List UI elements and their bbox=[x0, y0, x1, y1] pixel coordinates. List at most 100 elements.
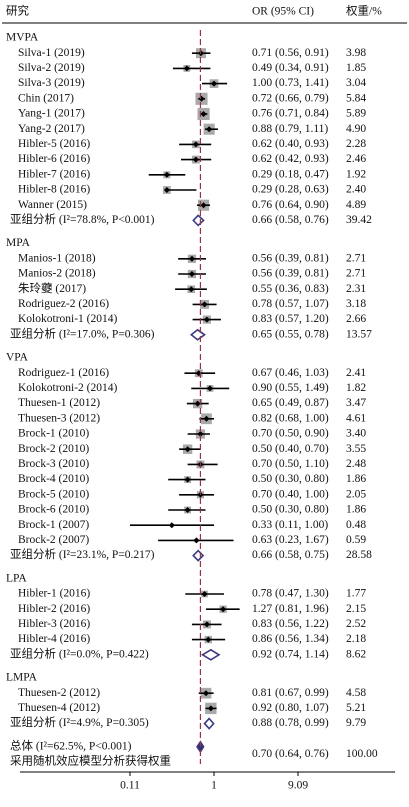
weight-label: 0.48 bbox=[346, 519, 366, 531]
study-name: Yang-2 (2017) bbox=[18, 123, 85, 135]
study-name: Hibler-8 (2016) bbox=[18, 184, 90, 196]
weight-label: 2.71 bbox=[346, 268, 366, 280]
study-name: Thuesen-1 (2012) bbox=[18, 397, 100, 409]
x-tick-label: 0.11 bbox=[120, 780, 140, 792]
study-name: Thuesen-3 (2012) bbox=[18, 412, 100, 424]
study-name: Manios-1 (2018) bbox=[18, 252, 96, 264]
point-estimate bbox=[200, 111, 207, 117]
point-estimate bbox=[205, 636, 212, 643]
ci-label: 0.70 (0.50, 0.90) bbox=[252, 428, 329, 440]
point-estimate bbox=[183, 65, 190, 72]
weight-label: 8.62 bbox=[346, 648, 366, 660]
point-estimate bbox=[201, 301, 208, 308]
point-estimate bbox=[192, 141, 199, 148]
weight-label: 2.05 bbox=[346, 488, 366, 500]
weight-label: 1.77 bbox=[346, 588, 366, 600]
ci-label: 0.66 (0.58, 0.75) bbox=[252, 549, 329, 561]
ci-label: 1.27 (0.81, 1.96) bbox=[252, 603, 329, 615]
ci-label: 0.56 (0.39, 0.81) bbox=[252, 268, 329, 280]
pooled-diamond bbox=[192, 549, 205, 562]
study-name: Brock-6 (2010) bbox=[18, 504, 89, 516]
weight-label: 1.92 bbox=[346, 168, 366, 180]
ci-label: 1.00 (0.73, 1.41) bbox=[252, 77, 329, 89]
weight-label: 3.18 bbox=[346, 298, 366, 310]
point-estimate bbox=[200, 202, 207, 209]
subtotal-name: 亚组分析 (I²=0.0%, P=0.422) bbox=[10, 646, 149, 660]
study-name: Hibler-4 (2016) bbox=[18, 633, 90, 645]
study-name: Rodriguez-1 (2016) bbox=[18, 367, 109, 379]
ci-label: 0.65 (0.55, 0.78) bbox=[252, 328, 329, 340]
ci-label: 0.29 (0.28, 0.63) bbox=[252, 184, 329, 196]
weight-label: 3.98 bbox=[346, 47, 366, 59]
group-name: LPA bbox=[6, 572, 27, 584]
study-name: Silva-3 (2019) bbox=[18, 77, 85, 89]
weight-label: 2.71 bbox=[346, 252, 366, 264]
point-estimate bbox=[163, 171, 170, 178]
study-name: Rodriguez-2 (2016) bbox=[18, 298, 109, 310]
study-name: 朱玲虁 (2017) bbox=[18, 281, 86, 295]
ci-label: 0.66 (0.58, 0.76) bbox=[252, 214, 329, 226]
weight-label: 2.28 bbox=[346, 138, 366, 150]
ci-label: 0.49 (0.34, 0.91) bbox=[252, 62, 329, 74]
weight-label: 5.84 bbox=[346, 92, 366, 104]
weight-label: 3.40 bbox=[346, 428, 366, 440]
pooled-diamond bbox=[189, 328, 206, 341]
weight-label: 2.18 bbox=[346, 633, 366, 645]
weight-label: 2.41 bbox=[346, 367, 366, 379]
weight-label: 2.15 bbox=[346, 603, 366, 615]
point-estimate bbox=[192, 156, 199, 163]
weight-label: 1.86 bbox=[346, 473, 366, 485]
point-estimate bbox=[188, 286, 195, 293]
ci-label: 0.33 (0.11, 1.00) bbox=[252, 519, 328, 531]
ci-label: 0.70 (0.64, 0.76) bbox=[252, 748, 329, 760]
study-name: Kolokotroni-2 (2014) bbox=[18, 382, 118, 394]
study-name: Hibler-7 (2016) bbox=[18, 168, 90, 180]
point-estimate bbox=[201, 591, 208, 597]
weight-label: 2.66 bbox=[346, 313, 366, 325]
study-header: 研究 bbox=[6, 4, 29, 18]
weight-label: 2.52 bbox=[346, 618, 366, 630]
ci-label: 0.56 (0.39, 0.81) bbox=[252, 252, 329, 264]
ci-label: 0.90 (0.55, 1.49) bbox=[252, 382, 329, 394]
pooled-diamond bbox=[203, 717, 215, 730]
weight-label: 3.04 bbox=[346, 77, 366, 89]
point-estimate bbox=[203, 415, 210, 422]
weight-label: 3.47 bbox=[346, 397, 366, 409]
weight-label: 39.42 bbox=[346, 214, 372, 226]
weight-label: 4.89 bbox=[346, 199, 366, 211]
ci-label: 0.81 (0.67, 0.99) bbox=[252, 687, 329, 699]
ci-label: 0.65 (0.49, 0.87) bbox=[252, 397, 329, 409]
group-name: LMPA bbox=[6, 672, 38, 684]
ci-label: 0.29 (0.18, 0.47) bbox=[252, 168, 329, 180]
ci-label: 0.86 (0.56, 1.34) bbox=[252, 633, 329, 645]
point-estimate bbox=[211, 80, 218, 87]
pooled-diamond bbox=[200, 648, 221, 661]
study-name: Thuesen-2 (2012) bbox=[18, 687, 100, 699]
ci-label: 0.70 (0.40, 1.00) bbox=[252, 488, 329, 500]
weight-label: 4.90 bbox=[346, 123, 366, 135]
weight-label: 3.55 bbox=[346, 443, 366, 455]
weight-label: 100.00 bbox=[346, 748, 378, 760]
ci-label: 0.50 (0.30, 0.80) bbox=[252, 473, 329, 485]
ci-label: 0.70 (0.50, 1.10) bbox=[252, 458, 329, 470]
ci-label: 0.67 (0.46, 1.03) bbox=[252, 367, 329, 379]
pooled-diamond bbox=[192, 214, 205, 227]
weight-header: 权重/% bbox=[346, 4, 382, 18]
weight-label: 9.79 bbox=[346, 717, 366, 729]
ci-label: 0.92 (0.74, 1.14) bbox=[252, 648, 329, 660]
weight-label: 0.59 bbox=[346, 534, 366, 546]
study-name: Hibler-5 (2016) bbox=[18, 138, 90, 150]
point-estimate bbox=[206, 385, 213, 392]
x-tick-label: 1 bbox=[211, 780, 217, 792]
weight-label: 5.89 bbox=[346, 108, 366, 120]
study-name: Brock-3 (2010) bbox=[18, 458, 89, 470]
ci-label: 0.62 (0.42, 0.93) bbox=[252, 153, 329, 165]
study-name: Brock-4 (2010) bbox=[18, 473, 89, 485]
ci-label: 0.62 (0.40, 0.93) bbox=[252, 138, 329, 150]
subtotal-name: 亚组分析 (I²=17.0%, P=0.306) bbox=[10, 326, 155, 340]
point-estimate bbox=[188, 271, 195, 277]
subtotal-name: 亚组分析 (I²=4.9%, P=0.305) bbox=[10, 715, 149, 729]
ci-label: 0.88 (0.79, 1.11) bbox=[252, 123, 328, 135]
ci-label: 0.55 (0.36, 0.83) bbox=[252, 283, 329, 295]
weight-label: 5.21 bbox=[346, 702, 366, 714]
